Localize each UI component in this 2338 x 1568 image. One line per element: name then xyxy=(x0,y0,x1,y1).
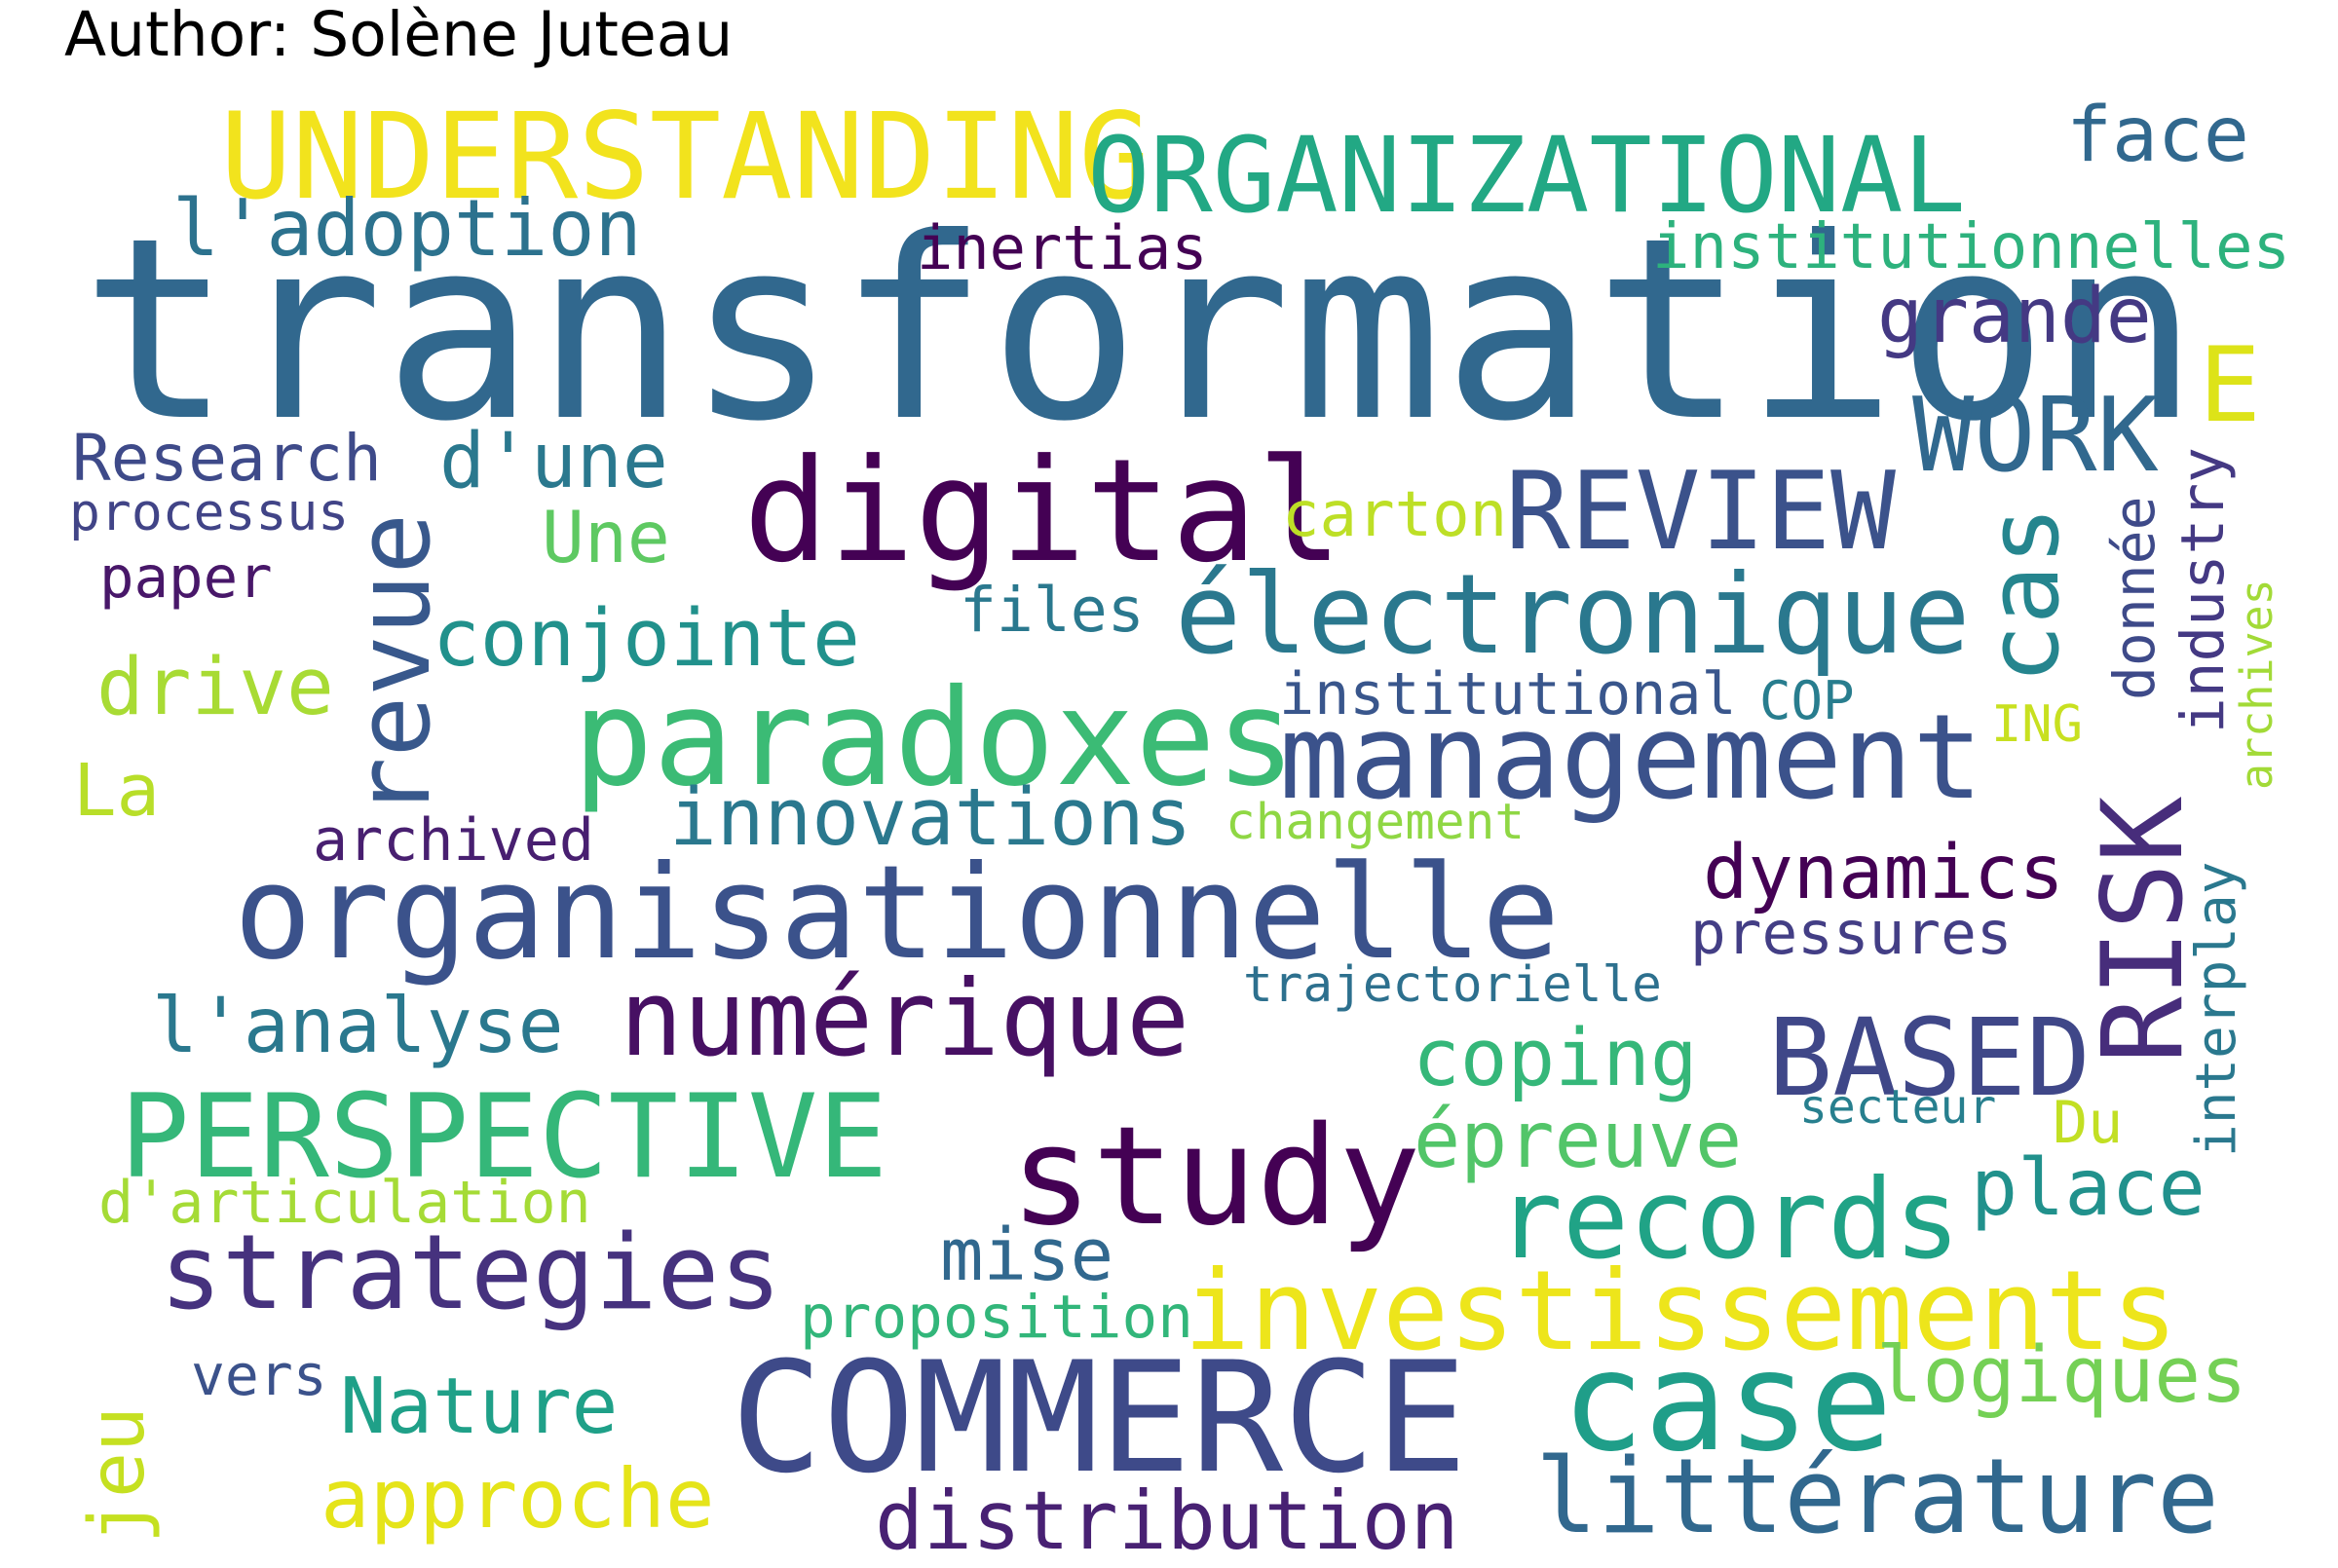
word-la: La xyxy=(73,749,161,833)
word-pressures: pressures xyxy=(1690,899,2013,968)
word-paradoxes: paradoxes xyxy=(573,661,1297,816)
word-logiques: logiques xyxy=(1876,1330,2247,1420)
word-dynamics: dynamics xyxy=(1703,830,2064,916)
word-drive: drive xyxy=(96,642,334,733)
word-institutional: institutional xyxy=(1279,660,1737,728)
word-organizational: ORGANIZATIONAL xyxy=(1087,116,1966,237)
word-strategies: strategies xyxy=(160,1213,782,1332)
word-vers: vers xyxy=(191,1342,327,1408)
word-investissements: investissements xyxy=(1184,1247,2178,1375)
word-ing: ING xyxy=(1991,695,2083,754)
word-place: place xyxy=(1971,1142,2206,1233)
word-changement: changement xyxy=(1226,794,1526,851)
word-institutionnelles: institutionnelles xyxy=(1652,211,2291,283)
word-archived: archived xyxy=(313,806,594,875)
author-caption: Author: Solène Juteau xyxy=(64,0,734,70)
word-trajectorielle: trajectorielle xyxy=(1243,956,1662,1014)
word-records: records xyxy=(1496,1155,1961,1284)
word-risk: RISK xyxy=(2078,796,2207,1064)
word-study: study xyxy=(1010,1098,1421,1256)
word-files: files xyxy=(960,575,1145,646)
word-innovations: innovations xyxy=(669,772,1192,864)
word-donnee: donnée xyxy=(2101,496,2168,700)
word-d-articulation: d'articulation xyxy=(98,1169,591,1237)
word-revue: revue xyxy=(334,512,453,818)
word-organisationnelle: organisationnelle xyxy=(234,839,1561,989)
word-litterature: littérature xyxy=(1535,1437,2219,1556)
word-transformation: transformation xyxy=(81,184,2200,476)
word-du: Du xyxy=(2053,1089,2124,1157)
word-e: E xyxy=(2199,325,2261,445)
word-case: case xyxy=(1562,1323,1893,1482)
word-epreuve: épreuve xyxy=(1414,1095,1743,1185)
word-conjointe: conjointe xyxy=(433,593,860,685)
word-distribution: distribution xyxy=(875,1474,1459,1568)
word-commerce: COMMERCE xyxy=(731,1329,1468,1508)
word-carton: carton xyxy=(1282,479,1508,551)
word-industry: industry xyxy=(2168,446,2238,733)
word-face: face xyxy=(2066,92,2249,179)
word-approche: approche xyxy=(321,1451,715,1547)
word-electronique: électronique xyxy=(1175,550,1971,679)
word-l-analyse: l'analyse xyxy=(152,983,564,1070)
word-secteur: secteur xyxy=(1799,1080,1997,1135)
word-jeu: jeu xyxy=(74,1406,162,1545)
word-processus: processus xyxy=(69,483,350,542)
word-cas: cas xyxy=(1966,505,2081,684)
word-paper: paper xyxy=(99,543,273,611)
word-archives: archives xyxy=(2231,579,2282,790)
word-management: management xyxy=(1279,691,1983,826)
word-numerique: numérique xyxy=(620,958,1190,1080)
word-l-adoption: l'adoption xyxy=(172,183,642,274)
word-research: Research xyxy=(72,421,382,496)
word-nature: Nature xyxy=(340,1362,619,1451)
word-mise: mise xyxy=(940,1213,1114,1297)
word-interplay: interplay xyxy=(2185,861,2248,1158)
word-work: WORK xyxy=(1912,376,2159,495)
word-une: Une xyxy=(542,497,670,579)
word-review: REVIEW xyxy=(1505,449,1896,575)
word-digital: digital xyxy=(743,429,1343,594)
word-coping: coping xyxy=(1413,1013,1698,1104)
word-understanding: UNDERSTANDING xyxy=(220,88,1150,226)
word-d-une: d'une xyxy=(439,418,668,505)
word-based: BASED xyxy=(1768,995,2092,1120)
word-proposition: proposition xyxy=(800,1283,1193,1352)
word-inertias: inertias xyxy=(917,212,1208,283)
word-perspective: PERSPECTIVE xyxy=(120,1070,888,1205)
word-grande: grande xyxy=(1877,273,2152,360)
word-cop: COP xyxy=(1759,670,1855,731)
